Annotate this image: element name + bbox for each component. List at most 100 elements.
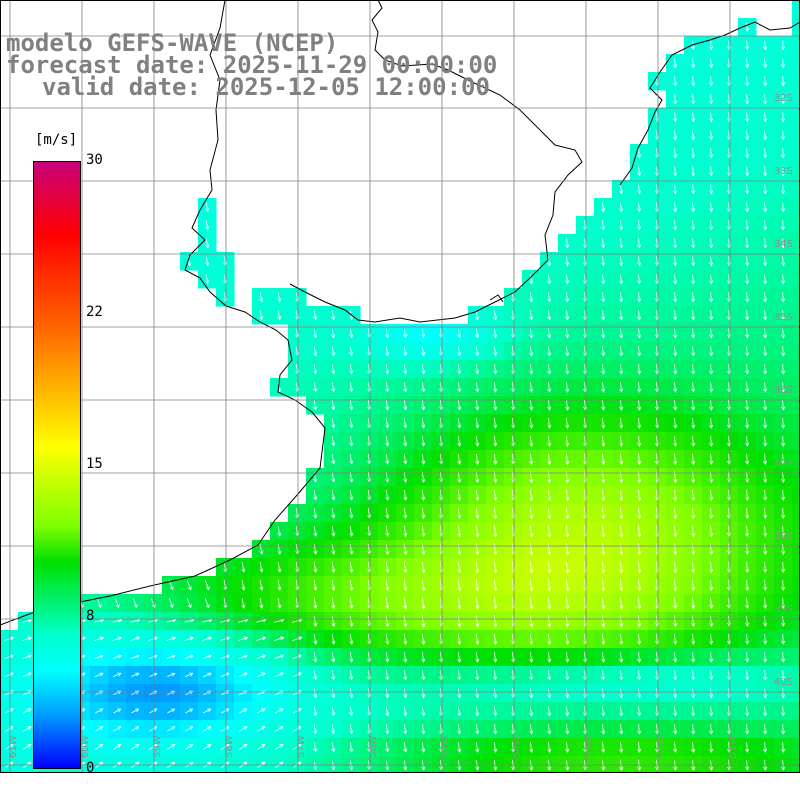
wind-vector (781, 256, 786, 267)
wind-vector (131, 744, 140, 750)
wind-vector (547, 274, 552, 285)
wind-vector (457, 579, 462, 592)
wind-vector (403, 706, 408, 717)
wind-vector (256, 672, 266, 678)
wind-cell (792, 324, 800, 343)
wind-cell (792, 180, 800, 199)
wind-vector (403, 454, 408, 465)
wind-vector (781, 238, 786, 249)
wind-vector (655, 651, 660, 663)
wind-vector (132, 598, 138, 609)
wind-vector (781, 328, 786, 339)
wind-vector (745, 292, 750, 303)
wind-vector (709, 706, 714, 717)
wind-vector (745, 22, 750, 33)
wind-vector (745, 94, 750, 105)
wind-vector (619, 417, 624, 429)
wind-vector (186, 580, 192, 591)
wind-vector (403, 400, 408, 411)
wind-vector (403, 724, 408, 735)
wind-vector (745, 112, 750, 123)
wind-vector (781, 202, 786, 213)
longitude-labels: 61W 60W 59W 58W 57W 56W 55W 54W 53W 52W 51W (8, 735, 739, 758)
wind-vector (421, 742, 426, 753)
wind-vector (220, 726, 230, 732)
wind-vector (655, 453, 660, 466)
wind-vector (547, 489, 552, 502)
wind-vector (709, 670, 714, 681)
wind-vector (673, 471, 678, 484)
wind-vector (457, 328, 462, 339)
wind-vector (763, 489, 768, 501)
wind-vector (601, 651, 606, 663)
lat-label: 38S (774, 531, 793, 542)
wind-vector (691, 58, 696, 69)
wind-vector (781, 615, 786, 627)
wind-vector (637, 633, 642, 646)
wind-vector (709, 453, 714, 466)
wind-vector (763, 652, 768, 663)
wind-vector (637, 184, 642, 195)
wind-vector (131, 672, 140, 677)
wind-vector (673, 76, 678, 87)
wind-vector (763, 525, 768, 538)
wind-vector (745, 58, 750, 69)
lat-lon-grid (0, 0, 800, 773)
wind-vector (149, 672, 158, 677)
wind-vector (529, 597, 534, 610)
wind-cell (792, 630, 800, 649)
wind-vector (709, 130, 714, 141)
wind-vector (313, 724, 318, 735)
wind-vector (457, 453, 462, 465)
wind-vector (529, 399, 534, 411)
wind-vector (781, 597, 786, 609)
wind-vector (457, 670, 462, 681)
wind-vector (673, 328, 678, 339)
wind-vector (349, 382, 354, 393)
wind-vector (457, 400, 462, 411)
wind-vector (781, 400, 786, 411)
wind-vector (565, 741, 570, 753)
lon-label: 52W (656, 735, 667, 758)
wind-vector (691, 364, 696, 375)
wind-vector (637, 256, 642, 267)
wind-vector (745, 328, 750, 339)
wind-vector (745, 543, 750, 556)
wind-vector (637, 670, 642, 681)
wind-vector (637, 615, 642, 628)
lon-label: 51W (728, 735, 739, 758)
lon-label: 57W (296, 735, 307, 758)
wind-vector (565, 382, 570, 393)
wind-vector (745, 489, 750, 502)
wind-vector (547, 670, 552, 681)
wind-vector (475, 724, 480, 735)
wind-vector (601, 507, 606, 520)
wind-cell (792, 234, 800, 253)
wind-vector (619, 688, 624, 699)
wind-vector (691, 417, 696, 429)
wind-vector (781, 417, 786, 429)
wind-vector (565, 399, 570, 411)
wind-vector (781, 453, 786, 465)
wind-vector (187, 256, 192, 267)
wind-vector (781, 364, 786, 375)
wind-vector (727, 579, 732, 592)
wind-vector (421, 507, 426, 520)
wind-vector (601, 489, 606, 502)
wind-vector (673, 543, 678, 556)
wind-vector (22, 744, 32, 750)
wind-vector (727, 507, 732, 520)
wind-vector (745, 561, 750, 574)
wind-vector (385, 706, 390, 717)
wind-vector (691, 489, 696, 502)
wind-vector (601, 328, 606, 339)
wind-vector (745, 256, 750, 267)
wind-vector (745, 202, 750, 213)
wind-vector (331, 328, 336, 339)
wind-vector (763, 292, 768, 303)
wind-vector (745, 453, 750, 465)
wind-vector (619, 435, 624, 448)
wind-vector (547, 453, 552, 466)
wind-vector (655, 597, 660, 610)
